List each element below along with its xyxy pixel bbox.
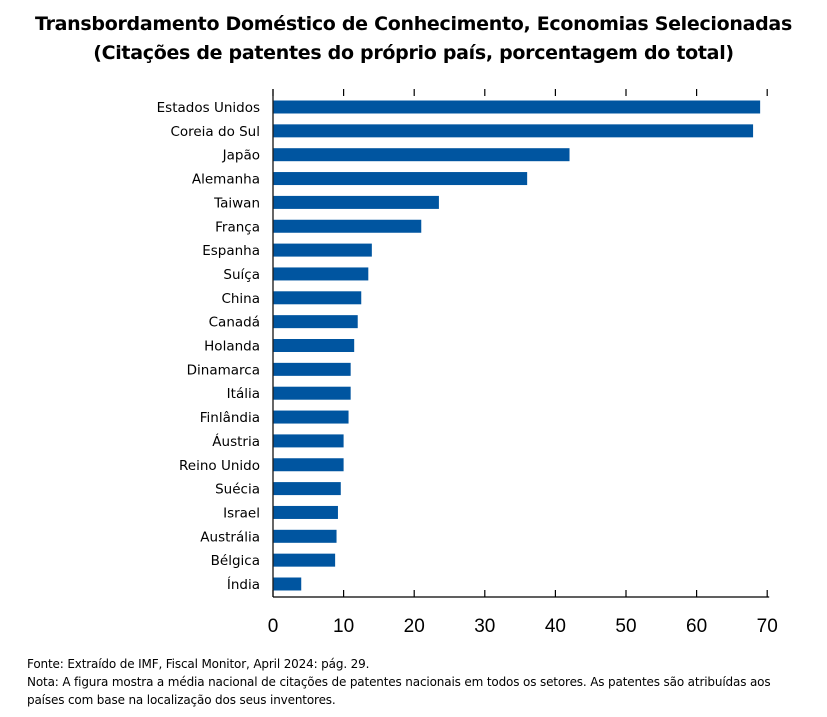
bar [273, 529, 337, 543]
bar-chart: 0 10 20 30 40 50 60 70 Estados Unidos Coreia do … [157, 89, 778, 637]
bar [273, 315, 358, 329]
category-label: Canadá [209, 315, 260, 331]
x-tick-label: 10 [333, 616, 354, 637]
category-labels-group: Estados Unidos Coreia do Sul Japão Alemanha… [157, 100, 260, 593]
bar [273, 148, 570, 162]
x-tick-label: 20 [404, 616, 425, 637]
bar [273, 577, 302, 591]
category-label: Holanda [204, 339, 260, 355]
bar [273, 243, 372, 257]
bar [273, 386, 351, 400]
bar [273, 339, 355, 352]
bar [273, 458, 344, 472]
x-tick-label: 50 [615, 616, 636, 637]
category-label: Bélgica [211, 553, 260, 569]
category-label: Suécia [215, 482, 260, 498]
category-label: Japão [222, 148, 260, 164]
chart-subtitle: (Citações de patentes do próprio país, p… [93, 42, 734, 64]
bar [273, 267, 369, 281]
category-label: Dinamarca [187, 362, 260, 378]
bar [273, 291, 362, 305]
category-label: Austrália [200, 529, 260, 545]
bars-group [273, 100, 761, 591]
bar [273, 434, 344, 448]
x-tick-label: 30 [474, 616, 495, 637]
category-label: Suíça [223, 267, 260, 283]
bar [273, 172, 528, 186]
bar [273, 362, 351, 376]
category-label: Estados Unidos [157, 100, 260, 116]
category-label: Áustria [212, 433, 260, 450]
category-label: Reino Unido [179, 458, 260, 474]
x-tick-label: 60 [686, 616, 707, 637]
bar [273, 553, 336, 567]
x-tick-label: 70 [757, 616, 778, 637]
category-label: Coreia do Sul [170, 124, 260, 140]
bar [273, 195, 439, 209]
category-label: Espanha [202, 243, 260, 259]
bar [273, 482, 341, 496]
bar [273, 505, 338, 519]
category-label: Israel [223, 505, 260, 521]
category-label: Finlândia [200, 410, 260, 426]
source-note: Fonte: Extraído de IMF, Fiscal Monitor, … [27, 657, 370, 671]
chart-title: Transbordamento Doméstico de Conheciment… [35, 13, 792, 35]
category-label: França [215, 219, 260, 235]
category-label: Índia [227, 576, 260, 593]
category-label: Itália [227, 386, 260, 402]
bar [273, 219, 422, 233]
bar [273, 100, 761, 114]
category-label: China [221, 291, 260, 307]
category-label: Taiwan [213, 195, 260, 211]
footnote: Nota: A figura mostra a média nacional d… [27, 675, 771, 707]
x-tick-label: 40 [545, 616, 566, 637]
x-tick-label: 0 [268, 616, 279, 637]
axis-group: 0 10 20 30 40 50 60 70 [268, 89, 778, 637]
bar [273, 124, 754, 138]
category-label: Alemanha [192, 172, 260, 188]
bar [273, 410, 349, 424]
